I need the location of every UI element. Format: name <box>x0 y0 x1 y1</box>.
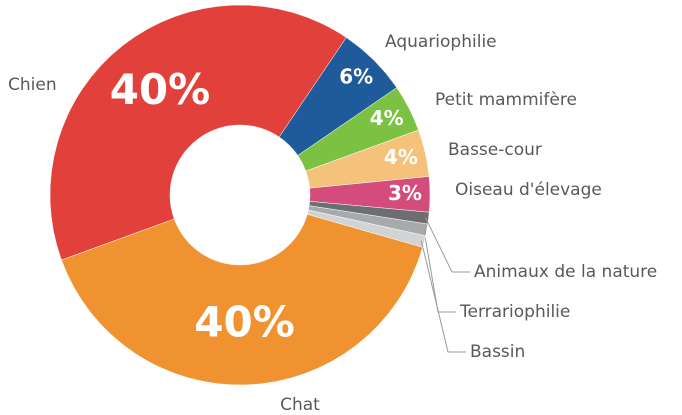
value-label: 40% <box>194 297 295 346</box>
value-label: 4% <box>370 106 404 130</box>
slice-label: Basse-cour <box>448 140 542 160</box>
slice-label: Aquariophilie <box>385 32 497 52</box>
leader-line <box>425 217 470 273</box>
slice-label: Oiseau d'élevage <box>455 180 602 200</box>
value-label: 40% <box>110 65 211 114</box>
slice-label: Animaux de la nature <box>474 262 657 282</box>
slice-label: Chat <box>280 395 320 415</box>
value-label: 6% <box>339 64 373 88</box>
donut-slice <box>61 213 423 386</box>
donut-slice <box>49 4 347 261</box>
slice-label: Chien <box>8 75 57 95</box>
slice-label: Petit mammifère <box>435 90 577 110</box>
leader-line <box>420 240 466 353</box>
value-label: 3% <box>388 181 422 205</box>
slice-label: Bassin <box>470 342 525 362</box>
slice-label: Terrariophilie <box>459 302 570 322</box>
value-label: 4% <box>384 145 418 169</box>
